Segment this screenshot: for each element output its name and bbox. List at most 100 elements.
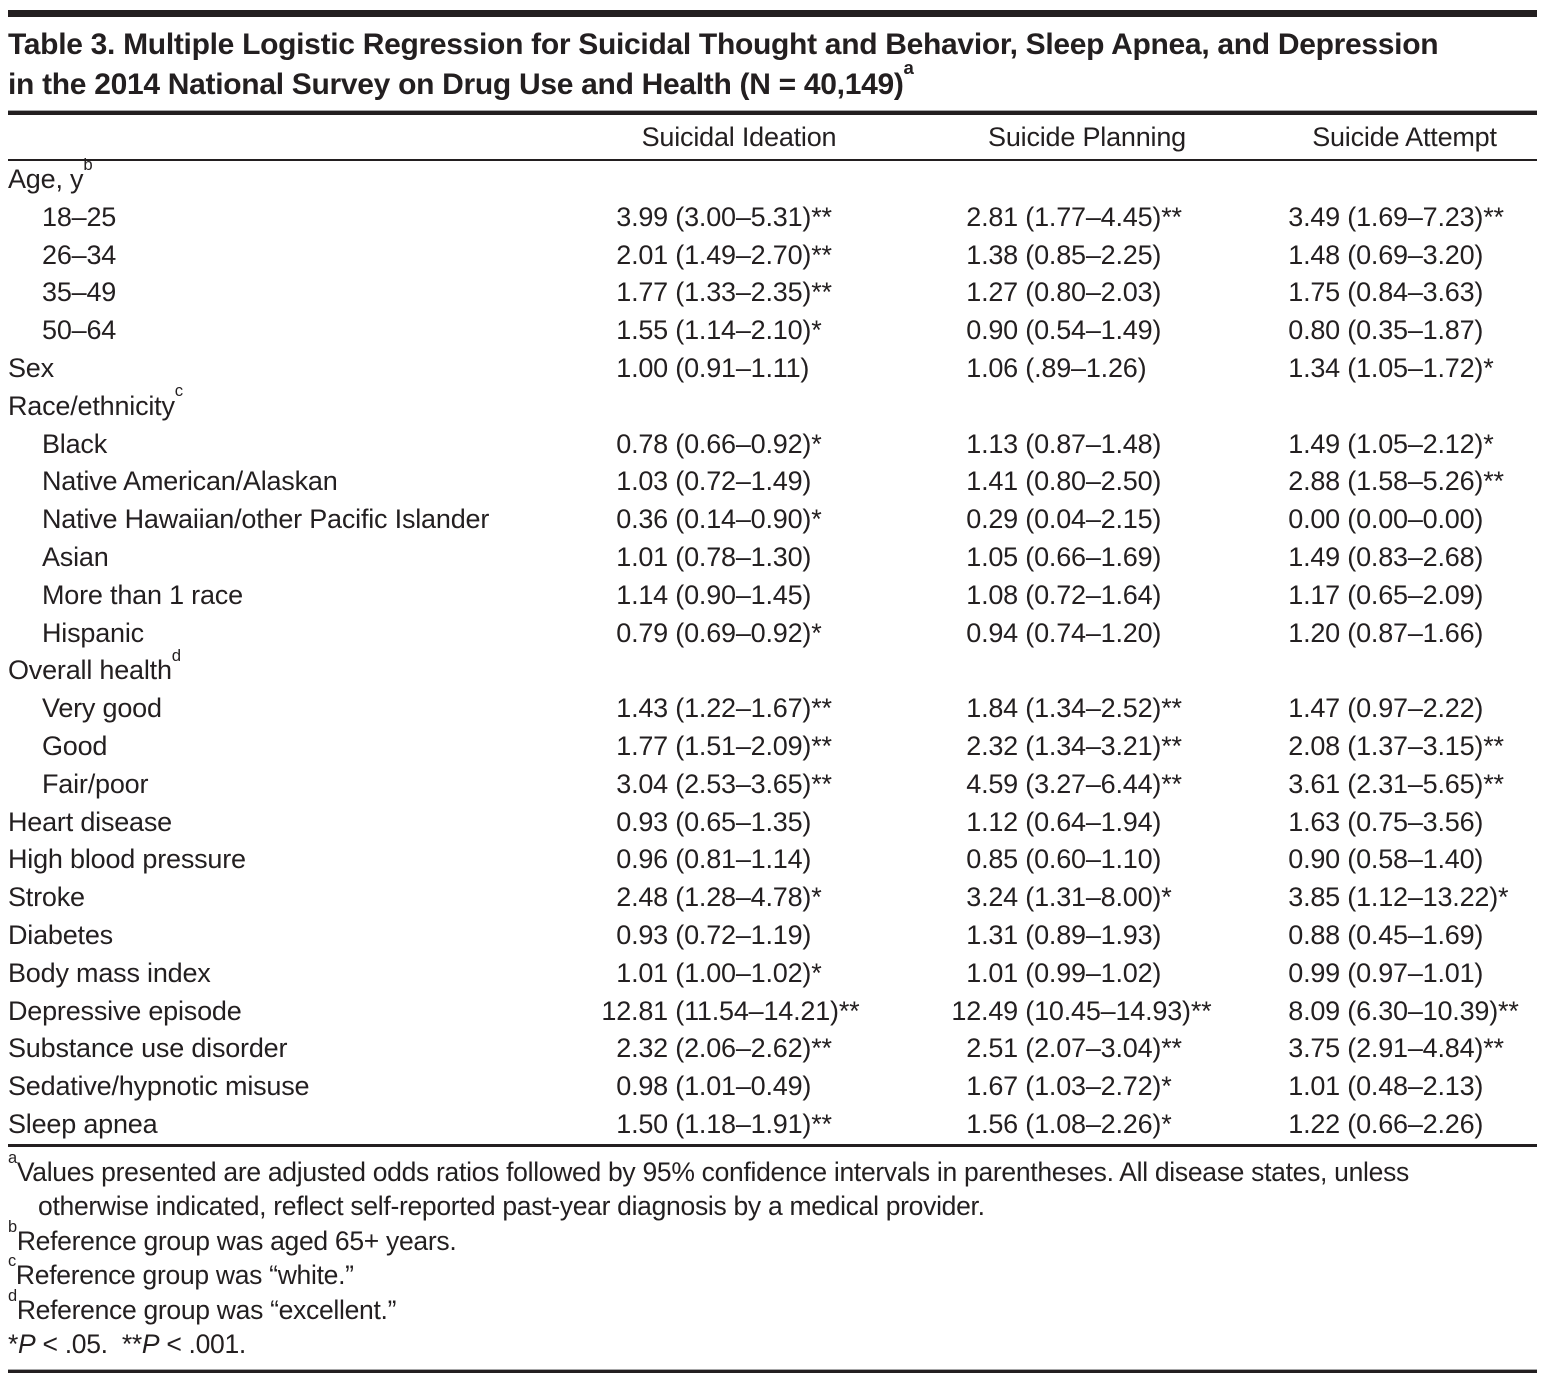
odds-ratio-cell: 2.32 (1.34–3.21)** <box>950 728 1272 766</box>
odds-ratio-cell: 1.05 (0.66–1.69) <box>950 539 1272 577</box>
confidence-interval: (0.84–3.63) <box>1340 277 1484 308</box>
confidence-interval: (0.00–0.00) <box>1340 504 1484 535</box>
odds-ratio-cell: 1.49 (0.83–2.68) <box>1272 539 1537 577</box>
confidence-interval: (1.58–5.26)** <box>1340 466 1504 497</box>
odds-ratio-value: 0.93 <box>616 806 668 837</box>
confidence-interval: (1.77–4.45)** <box>1018 201 1182 232</box>
table-row: 26–34 2.01 (1.49–2.70)** 1.38 (0.85–2.25) 1… <box>8 237 1537 275</box>
odds-ratio-value: 1.56 <box>966 1108 1018 1139</box>
odds-ratio-value: 1.01 <box>1288 1071 1340 1102</box>
row-label: Race/ethnicityc <box>8 381 183 421</box>
odds-ratio-cell: 1.55 (1.14–2.10)* <box>600 312 950 350</box>
table-title-superscript: a <box>903 56 914 78</box>
row-label: More than 1 race <box>42 579 243 610</box>
confidence-interval: (.89–1.26) <box>1018 352 1147 383</box>
column-header-suicide-planning: Suicide Planning <box>988 121 1186 152</box>
table-row: Heart disease 0.93 (0.65–1.35) 1.12 (0.64–… <box>8 804 1537 842</box>
odds-ratio-value: 1.31 <box>966 919 1018 950</box>
table-row: Diabetes 0.93 (0.72–1.19) 1.31 (0.89–1.93)… <box>8 917 1537 955</box>
confidence-interval: (1.12–13.22)* <box>1340 882 1509 913</box>
confidence-interval: (3.27–6.44)** <box>1018 768 1182 799</box>
odds-ratio-cell: 0.96 (0.81–1.14) <box>600 841 950 879</box>
confidence-interval: (0.85–2.25) <box>1018 239 1162 270</box>
odds-ratio-value: 2.51 <box>966 1033 1018 1064</box>
confidence-interval: (2.31–5.65)** <box>1340 768 1504 799</box>
footnote-significance: *P < .05. **P < .001. <box>8 1327 1463 1362</box>
row-label: Hispanic <box>42 617 144 648</box>
odds-ratio-cell: 1.01 (0.99–1.02) <box>950 955 1272 993</box>
confidence-interval: (1.69–7.23)** <box>1340 201 1504 232</box>
odds-ratio-cell: 2.48 (1.28–4.78)* <box>600 879 950 917</box>
row-label-superscript: c <box>174 381 183 401</box>
odds-ratio-cell: 0.93 (0.65–1.35) <box>600 804 950 842</box>
footnote-a: aValues presented are adjusted odds rati… <box>8 1149 1463 1224</box>
odds-ratio-value: 1.47 <box>1288 693 1340 724</box>
odds-ratio-cell: 3.04 (2.53–3.65)** <box>600 766 950 804</box>
odds-ratio-value: 1.00 <box>616 352 668 383</box>
row-label: Sleep apnea <box>8 1108 158 1139</box>
confidence-interval: (1.05–1.72)* <box>1340 352 1494 383</box>
table-row: Hispanic 0.79 (0.69–0.92)* 0.94 (0.74–1.20… <box>8 615 1537 653</box>
row-label: Asian <box>42 541 109 572</box>
odds-ratio-value: 2.88 <box>1288 466 1340 497</box>
table-row: High blood pressure 0.96 (0.81–1.14) 0.85 … <box>8 841 1537 879</box>
confidence-interval: (2.07–3.04)** <box>1018 1033 1182 1064</box>
odds-ratio-cell: 1.77 (1.33–2.35)** <box>600 274 950 312</box>
confidence-interval: (1.14–2.10)* <box>668 315 822 346</box>
confidence-interval: (1.03–2.72)* <box>1018 1071 1172 1102</box>
odds-ratio-value: 1.41 <box>966 466 1018 497</box>
confidence-interval: (1.22–1.67)** <box>668 693 832 724</box>
confidence-interval: (1.34–3.21)** <box>1018 730 1182 761</box>
confidence-interval: (1.00–1.02)* <box>668 957 822 988</box>
odds-ratio-value: 0.98 <box>616 1071 668 1102</box>
row-label: High blood pressure <box>8 844 246 875</box>
odds-ratio-cell: 1.12 (0.64–1.94) <box>950 804 1272 842</box>
odds-ratio-cell <box>600 161 950 199</box>
confidence-interval: (2.53–3.65)** <box>668 768 832 799</box>
odds-ratio-cell: 3.49 (1.69–7.23)** <box>1272 199 1537 237</box>
odds-ratio-value: 1.01 <box>616 541 668 572</box>
odds-ratio-value: 3.49 <box>1288 201 1340 232</box>
odds-ratio-value: 0.79 <box>616 617 668 648</box>
group-header-row: Overall healthd <box>8 647 1537 690</box>
confidence-interval: (1.34–2.52)** <box>1018 693 1182 724</box>
odds-ratio-cell: 2.08 (1.37–3.15)** <box>1272 728 1537 766</box>
confidence-interval: (0.04–2.15) <box>1018 504 1162 535</box>
row-label: 26–34 <box>42 239 117 270</box>
row-label: Black <box>42 428 108 459</box>
odds-ratio-value: 1.38 <box>966 239 1018 270</box>
table-row: Sex 1.00 (0.91–1.11) 1.06 (.89–1.26) 1.34 (… <box>8 350 1537 388</box>
confidence-interval: (1.37–3.15)** <box>1340 730 1504 761</box>
odds-ratio-value: 1.55 <box>616 315 668 346</box>
row-label: 35–49 <box>42 277 117 308</box>
odds-ratio-value: 1.50 <box>616 1108 668 1139</box>
odds-ratio-cell: 0.78 (0.66–0.92)* <box>600 426 950 464</box>
confidence-interval: (0.65–1.35) <box>668 806 812 837</box>
odds-ratio-cell <box>950 161 1272 199</box>
confidence-interval: (0.48–2.13) <box>1340 1071 1484 1102</box>
odds-ratio-value: 0.99 <box>1288 957 1340 988</box>
confidence-interval: (1.05–2.12)* <box>1340 428 1494 459</box>
row-label: Heart disease <box>8 806 172 837</box>
odds-ratio-value: 1.05 <box>966 541 1018 572</box>
confidence-interval: (1.33–2.35)** <box>668 277 832 308</box>
odds-ratio-value: 0.90 <box>1288 844 1340 875</box>
odds-ratio-cell: 1.38 (0.85–2.25) <box>950 237 1272 275</box>
confidence-interval: (0.80–2.03) <box>1018 277 1162 308</box>
odds-ratio-value: 1.13 <box>966 428 1018 459</box>
confidence-interval: (0.90–1.45) <box>668 579 812 610</box>
odds-ratio-cell: 1.27 (0.80–2.03) <box>950 274 1272 312</box>
odds-ratio-cell: 0.29 (0.04–2.15) <box>950 501 1272 539</box>
footnote-d: dReference group was “excellent.” <box>8 1287 1463 1328</box>
odds-ratio-cell: 1.50 (1.18–1.91)** <box>600 1106 950 1144</box>
confidence-interval: (1.28–4.78)* <box>668 882 822 913</box>
confidence-interval: (0.81–1.14) <box>668 844 812 875</box>
odds-ratio-value: 1.12 <box>966 806 1018 837</box>
footnote-text: Reference group was “white.” <box>15 1260 354 1291</box>
odds-ratio-cell <box>1272 388 1537 426</box>
odds-ratio-value: 4.59 <box>966 768 1018 799</box>
table-row: Native American/Alaskan 1.03 (0.72–1.49) 1… <box>8 463 1537 501</box>
odds-ratio-value: 1.17 <box>1288 579 1340 610</box>
odds-ratio-cell <box>600 652 950 690</box>
odds-ratio-value: 2.32 <box>966 730 1018 761</box>
